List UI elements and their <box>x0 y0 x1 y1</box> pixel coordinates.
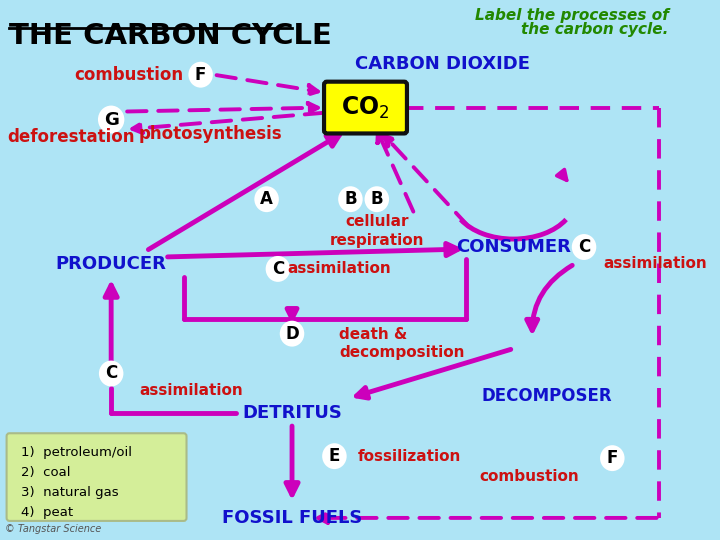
Text: PRODUCER: PRODUCER <box>55 255 166 273</box>
Circle shape <box>338 186 363 212</box>
Text: FOSSIL FUELS: FOSSIL FUELS <box>222 509 362 527</box>
Text: DECOMPOSER: DECOMPOSER <box>481 387 612 406</box>
Circle shape <box>189 62 213 87</box>
Text: THE CARBON CYCLE: THE CARBON CYCLE <box>9 22 333 50</box>
Text: assimilation: assimilation <box>287 261 391 276</box>
Text: C: C <box>578 238 590 256</box>
Text: fossilization: fossilization <box>358 449 462 464</box>
Circle shape <box>266 256 290 282</box>
Text: combustion: combustion <box>480 469 580 484</box>
Text: F: F <box>607 449 618 467</box>
Text: B: B <box>344 190 356 208</box>
Text: photosynthesis: photosynthesis <box>138 125 282 144</box>
Text: D: D <box>285 325 299 343</box>
Circle shape <box>98 106 125 133</box>
Text: F: F <box>195 66 207 84</box>
Text: death &
decomposition: death & decomposition <box>339 327 464 360</box>
Circle shape <box>572 234 596 260</box>
Text: CO$_2$: CO$_2$ <box>341 94 390 120</box>
Text: combustion: combustion <box>75 66 184 84</box>
Text: 1)  petroleum/oil
2)  coal
3)  natural gas
4)  peat: 1) petroleum/oil 2) coal 3) natural gas … <box>21 446 132 519</box>
Circle shape <box>99 361 123 387</box>
Circle shape <box>322 443 346 469</box>
Circle shape <box>600 445 624 471</box>
Text: Label the processes of: Label the processes of <box>475 8 669 23</box>
FancyBboxPatch shape <box>6 433 186 521</box>
Text: CONSUMER: CONSUMER <box>456 238 571 256</box>
Text: A: A <box>260 190 273 208</box>
Circle shape <box>254 186 279 212</box>
Text: deforestation: deforestation <box>7 129 135 146</box>
Circle shape <box>364 186 389 212</box>
Text: DETRITUS: DETRITUS <box>242 404 342 422</box>
Text: the carbon cycle.: the carbon cycle. <box>521 22 669 37</box>
Text: assimilation: assimilation <box>603 256 706 272</box>
Text: G: G <box>104 111 119 129</box>
Text: CARBON DIOXIDE: CARBON DIOXIDE <box>355 55 530 73</box>
Text: C: C <box>271 260 284 278</box>
Text: © Tangstar Science: © Tangstar Science <box>5 524 101 534</box>
FancyBboxPatch shape <box>324 82 407 133</box>
Text: cellular
respiration: cellular respiration <box>330 214 424 248</box>
Text: E: E <box>329 447 340 465</box>
Text: C: C <box>105 364 117 382</box>
Circle shape <box>280 321 305 347</box>
Text: B: B <box>371 190 383 208</box>
Text: assimilation: assimilation <box>140 383 243 398</box>
